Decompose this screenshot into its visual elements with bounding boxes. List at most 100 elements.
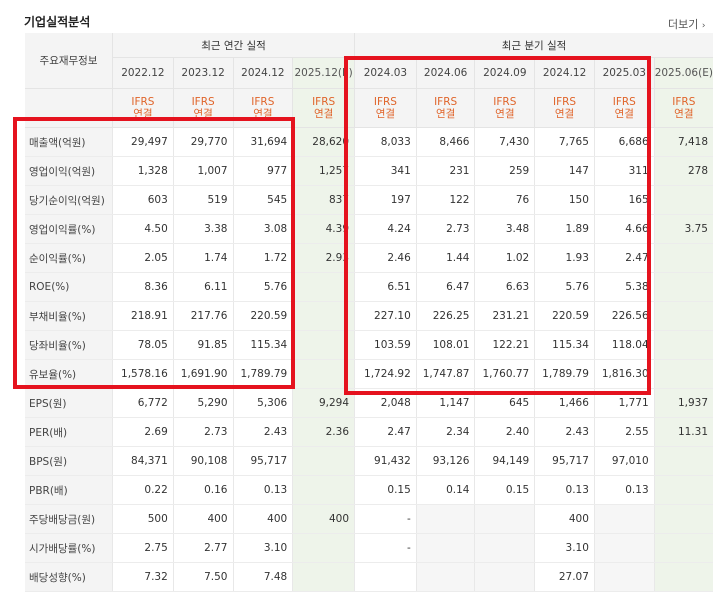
- ifrs-label: IFRS: [131, 96, 155, 108]
- table-cell: 0.16: [172, 475, 233, 505]
- period-header: 2025.12(E): [292, 57, 355, 89]
- table-cell: 4.39: [292, 214, 355, 244]
- table-cell: 2.73: [415, 214, 475, 244]
- table-cell: 1,789.79: [534, 359, 595, 389]
- consolidated-label: 연결: [313, 108, 334, 120]
- consolidated-label: 연결: [435, 108, 456, 120]
- row-label: 주당배당금(원): [25, 504, 113, 534]
- table-cell: [653, 359, 713, 389]
- table-cell: 2.34: [415, 417, 475, 447]
- table-cell: 1,578.16: [112, 359, 174, 389]
- more-link[interactable]: 더보기 ›: [668, 16, 705, 32]
- row-label: 유보율(%): [25, 359, 113, 389]
- row-label: 당기순이익(억원): [25, 185, 113, 215]
- table-cell: 9,294: [292, 388, 355, 418]
- table-cell: 147: [534, 156, 595, 186]
- table-cell: 27.07: [534, 562, 595, 592]
- table-cell: [474, 562, 535, 592]
- row-label: 시가배당률(%): [25, 533, 113, 563]
- table-cell: 2.40: [474, 417, 535, 447]
- table-cell: 2.69: [112, 417, 174, 447]
- table-cell: 97,010: [593, 446, 655, 476]
- ifrs-label: IFRS: [373, 96, 397, 108]
- table-cell: [653, 330, 713, 360]
- table-cell: [653, 562, 713, 592]
- table-cell: 122: [415, 185, 475, 215]
- ifrs-label: IFRS: [672, 96, 696, 108]
- table-cell: 6,686: [593, 127, 655, 157]
- table-cell: [653, 504, 713, 534]
- table-cell: [292, 533, 355, 563]
- table-cell: 5.38: [593, 272, 655, 302]
- table-cell: 5,306: [232, 388, 293, 418]
- table-cell: 95,717: [232, 446, 293, 476]
- table-cell: 2.93: [292, 243, 355, 273]
- header-row-periods: 2022.12 2023.12 2024.12 2025.12(E) 2024.03 20…: [25, 57, 713, 89]
- table-cell: [653, 446, 713, 476]
- ifrs-label: IFRS: [312, 96, 336, 108]
- table-cell: [292, 330, 355, 360]
- table-cell: 3.08: [232, 214, 293, 244]
- table-cell: 0.13: [593, 475, 655, 505]
- consolidated-label: 연결: [193, 108, 213, 120]
- period-header: 2025.03: [593, 57, 655, 89]
- table-cell: 6.11: [172, 272, 233, 302]
- period-header: 2023.12: [172, 57, 233, 89]
- table-cell: 1,760.77: [474, 359, 535, 389]
- table-cell: 78.05: [112, 330, 174, 360]
- row-label: 부채비율(%): [25, 301, 113, 331]
- row-label: EPS(원): [25, 388, 113, 418]
- table-cell: 400: [534, 504, 595, 534]
- table-cell: 1.93: [534, 243, 595, 273]
- table-cell: 4.50: [112, 214, 174, 244]
- table-cell: 218.91: [112, 301, 174, 331]
- table-cell: 197: [354, 185, 417, 215]
- table-cell: 2.43: [534, 417, 595, 447]
- ifrs-header: IFRS 연결: [292, 88, 355, 128]
- period-header: 2024.09: [474, 57, 535, 89]
- table-cell: 2.05: [112, 243, 174, 273]
- ifrs-header: IFRS 연결: [172, 88, 233, 128]
- table-cell: 7,418: [653, 127, 713, 157]
- table-cell: 603: [112, 185, 174, 215]
- ifrs-header: IFRS 연결: [534, 88, 595, 128]
- ifrs-label: IFRS: [493, 96, 517, 108]
- table-cell: 29,497: [112, 127, 174, 157]
- table-cell: 2.47: [593, 243, 655, 273]
- table-cell: -: [354, 504, 417, 534]
- table-cell: 0.22: [112, 475, 174, 505]
- table-cell: 0.13: [534, 475, 595, 505]
- financial-summary-table: 주요재무정보 최근 연간 실적 최근 분기 실적 2022.12 2023.12 2024…: [25, 33, 713, 592]
- table-cell: [292, 446, 355, 476]
- table-cell: 3.38: [172, 214, 233, 244]
- table-cell: 4.24: [354, 214, 417, 244]
- table-cell: 2.75: [112, 533, 174, 563]
- table-cell: 1,747.87: [415, 359, 475, 389]
- table-row: 매출액(억원) 29,497 29,770 31,694 28,620 8,033 8,46…: [25, 127, 713, 157]
- ifrs-header: IFRS 연결: [415, 88, 475, 128]
- table-cell: 8,466: [415, 127, 475, 157]
- table-cell: 103.59: [354, 330, 417, 360]
- table-row: 당좌비율(%) 78.05 91.85 115.34 103.59 108.01 122.2…: [25, 330, 713, 360]
- ifrs-label: IFRS: [191, 96, 215, 108]
- ifrs-header: IFRS 연결: [474, 88, 535, 128]
- consolidated-label: 연결: [674, 108, 694, 120]
- row-label: 배당성향(%): [25, 562, 113, 592]
- row-label: 영업이익(억원): [25, 156, 113, 186]
- table-cell: 0.14: [415, 475, 475, 505]
- table-cell: 1,816.30: [593, 359, 655, 389]
- table-cell: 3.48: [474, 214, 535, 244]
- table-cell: 6.51: [354, 272, 417, 302]
- table-cell: [415, 533, 475, 563]
- table-row: 유보율(%) 1,578.16 1,691.90 1,789.79 1,724.92 1,…: [25, 359, 713, 389]
- table-cell: 1,771: [593, 388, 655, 418]
- table-row: 시가배당률(%) 2.75 2.77 3.10-3.10: [25, 533, 713, 563]
- table-cell: 1.89: [534, 214, 595, 244]
- table-cell: 231.21: [474, 301, 535, 331]
- consolidated-label: 연결: [495, 108, 515, 120]
- table-cell: [474, 504, 535, 534]
- table-cell: 6.47: [415, 272, 475, 302]
- row-label: 영업이익률(%): [25, 214, 113, 244]
- table-row: 주당배당금(원) 500 400 400 400-400: [25, 504, 713, 534]
- quarterly-header: 최근 분기 실적: [354, 33, 713, 58]
